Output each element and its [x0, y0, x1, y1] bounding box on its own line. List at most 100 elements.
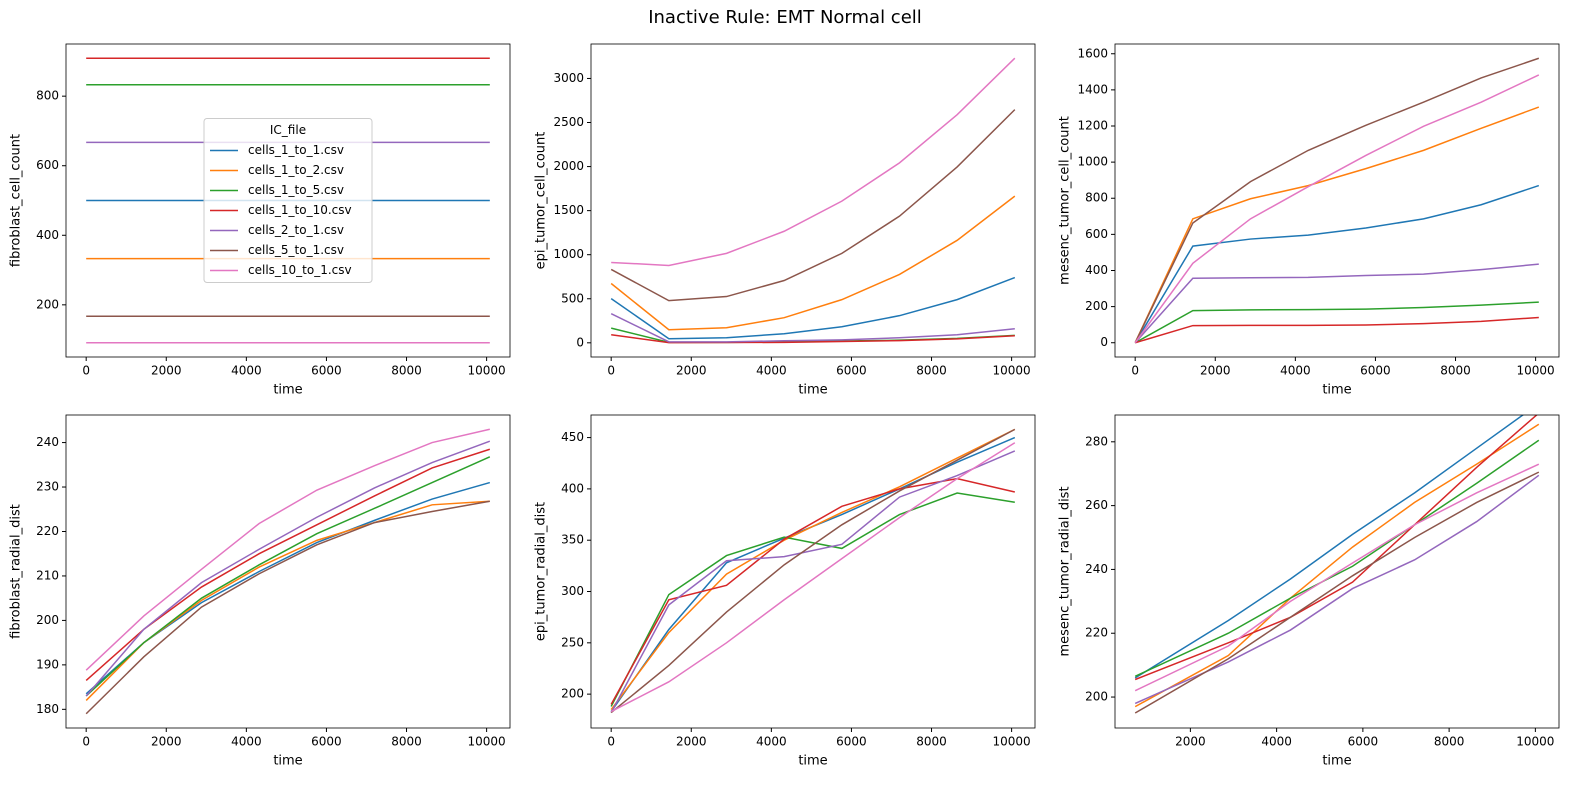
series-line: [1134, 415, 1525, 679]
x-tick-label: 6000: [836, 364, 867, 378]
y-tick-label: 280: [1085, 434, 1108, 448]
series-line: [610, 312, 1015, 343]
x-tick-label: 0: [82, 364, 90, 378]
y-tick-label: 220: [36, 524, 59, 538]
series-line: [610, 442, 1016, 713]
x-tick-label: 2000: [151, 735, 182, 749]
y-tick-label: 260: [1085, 498, 1108, 512]
legend-title: IC_file: [270, 123, 306, 137]
series-line: [85, 428, 490, 671]
series-line: [1134, 474, 1540, 705]
x-tick-label: 10000: [468, 735, 506, 749]
y-tick-label: 200: [36, 613, 59, 627]
x-tick-label: 4000: [1280, 364, 1311, 378]
series-line: [1134, 316, 1539, 344]
legend-label: cells_1_to_5.csv: [248, 183, 344, 197]
x-axis-label: time: [1322, 383, 1351, 398]
y-tick-label: 250: [561, 635, 584, 649]
series-line: [1134, 423, 1540, 708]
y-tick-label: 200: [1085, 690, 1108, 704]
y-tick-label: 400: [1085, 263, 1108, 277]
x-tick-label: 8000: [391, 364, 422, 378]
y-tick-label: 350: [561, 533, 584, 547]
series-line: [85, 440, 491, 697]
y-tick-label: 2500: [553, 115, 584, 129]
x-tick-label: 4000: [756, 364, 787, 378]
series-line: [611, 334, 1015, 344]
x-axis-label: time: [273, 383, 302, 398]
series-line: [85, 500, 490, 701]
y-tick-label: 450: [561, 430, 584, 444]
y-tick-label: 500: [561, 291, 584, 305]
y-tick-label: 190: [36, 657, 59, 671]
series-line: [85, 481, 491, 695]
x-tick-label: 10000: [1517, 364, 1555, 378]
x-axis-label: time: [798, 383, 827, 398]
series-line: [1134, 439, 1540, 677]
series-line: [610, 195, 1016, 331]
series-line: [1134, 106, 1540, 344]
legend-label: cells_1_to_1.csv: [248, 143, 344, 157]
x-tick-label: 2000: [151, 364, 182, 378]
y-tick-label: 200: [36, 297, 59, 311]
x-tick-label: 10000: [468, 364, 506, 378]
y-axis-label: fibroblast_radial_dist: [9, 504, 24, 639]
y-tick-label: 200: [561, 687, 584, 701]
x-tick-label: 6000: [836, 735, 867, 749]
series-line: [610, 428, 1016, 710]
series-line: [85, 500, 490, 715]
y-tick-label: 1000: [1077, 155, 1108, 169]
y-tick-label: 210: [36, 568, 59, 582]
x-tick-label: 4000: [1261, 735, 1292, 749]
legend-label: cells_2_to_1.csv: [248, 223, 344, 237]
y-tick-label: 1400: [1077, 82, 1108, 96]
legend-label: cells_5_to_1.csv: [248, 243, 344, 257]
y-tick-label: 600: [1085, 227, 1108, 241]
series-line: [1134, 463, 1540, 692]
y-tick-label: 240: [1085, 562, 1108, 576]
axes-frame: [65, 414, 511, 729]
series-line: [1134, 415, 1538, 681]
y-tick-label: 240: [36, 435, 59, 449]
x-axis-label: time: [798, 754, 827, 769]
series-line: [1134, 184, 1540, 344]
y-tick-label: 400: [561, 481, 584, 495]
x-tick-label: 4000: [756, 735, 787, 749]
axes-frame: [1114, 43, 1560, 358]
series-line: [610, 477, 1015, 705]
axes-frame: [590, 414, 1036, 729]
y-tick-label: 800: [1085, 191, 1108, 205]
y-tick-label: 800: [36, 89, 59, 103]
y-axis-label: mesenc_tumor_radial_dist: [1058, 486, 1073, 656]
y-tick-label: 1200: [1077, 118, 1108, 132]
x-tick-label: 6000: [1360, 364, 1391, 378]
x-tick-label: 0: [607, 364, 615, 378]
legend-label: cells_1_to_10.csv: [248, 203, 352, 217]
series-line: [610, 276, 1016, 340]
axes-frame: [1114, 414, 1560, 729]
series-line: [610, 492, 1015, 707]
y-tick-label: 1000: [553, 247, 584, 261]
y-axis-label: fibroblast_cell_count: [9, 134, 24, 267]
axes-frame: [65, 43, 511, 358]
x-tick-label: 8000: [1440, 364, 1471, 378]
y-tick-label: 600: [36, 158, 59, 172]
x-tick-label: 10000: [993, 364, 1031, 378]
y-tick-label: 300: [561, 584, 584, 598]
y-tick-label: 180: [36, 702, 59, 716]
x-tick-label: 8000: [1434, 735, 1465, 749]
x-tick-label: 0: [82, 735, 90, 749]
x-tick-label: 4000: [231, 364, 262, 378]
series-line: [1134, 301, 1539, 344]
y-tick-label: 0: [576, 335, 584, 349]
x-tick-label: 10000: [1516, 735, 1554, 749]
x-tick-label: 8000: [391, 735, 422, 749]
x-tick-label: 2000: [676, 735, 707, 749]
legend-box: [203, 118, 373, 283]
y-tick-label: 220: [1085, 626, 1108, 640]
series-line: [1134, 263, 1539, 344]
x-tick-label: 4000: [231, 735, 262, 749]
x-axis-label: time: [273, 754, 302, 769]
